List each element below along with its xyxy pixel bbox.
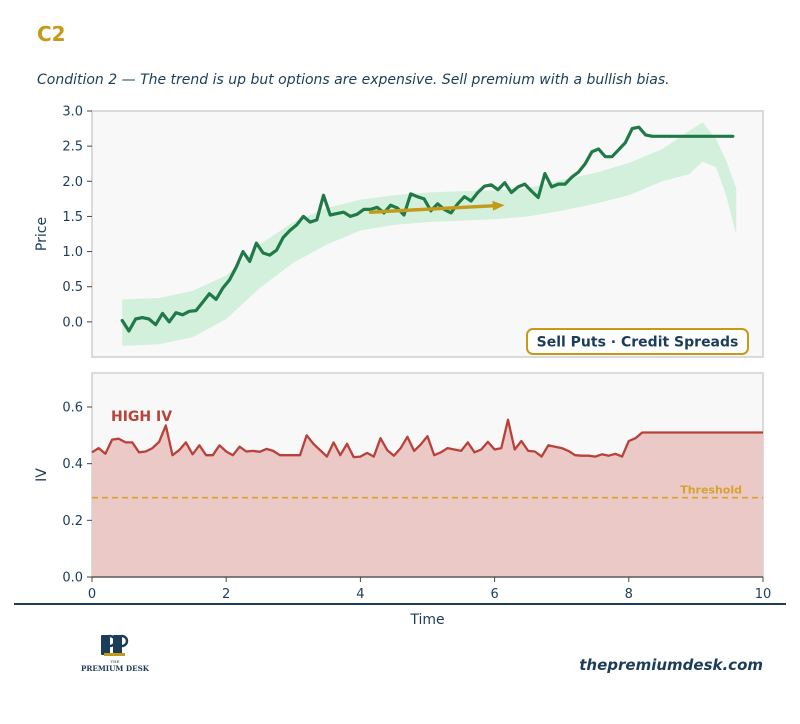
x-tick-label: 0: [88, 587, 96, 602]
threshold-label: Threshold: [680, 484, 742, 497]
x-tick-label: 8: [625, 587, 633, 602]
svg-text:PREMIUM DESK: PREMIUM DESK: [81, 664, 150, 673]
svg-text:THE: THE: [110, 659, 119, 664]
iv-y-axis-label: IV: [34, 468, 50, 482]
website-link[interactable]: thepremiumdesk.com: [579, 656, 763, 674]
price-confidence-band: [122, 122, 737, 346]
strategy-badge: [526, 328, 749, 355]
footer-divider: [14, 603, 786, 605]
price-y-tick-label: 2.0: [62, 175, 83, 190]
iv-y-tick-label: 0.2: [62, 514, 83, 529]
trend-arrow-shaft: [368, 204, 495, 214]
iv-y-tick-label: 0.4: [62, 457, 83, 472]
price-y-tick-label: 2.5: [62, 140, 83, 155]
price-y-tick-label: 1.0: [62, 245, 83, 260]
chart-code-title: C2: [37, 22, 66, 46]
x-tick-label: 6: [490, 587, 498, 602]
price-y-tick-label: 0.5: [62, 280, 83, 295]
strategy-badge-label: Sell Puts · Credit Spreads: [537, 335, 739, 351]
iv-y-tick-label: 0.0: [62, 571, 83, 586]
x-tick-label: 10: [755, 587, 772, 602]
condition-subtitle: Condition 2 — The trend is up but option…: [37, 72, 670, 88]
x-tick-label: 2: [222, 587, 230, 602]
trend-arrow-head-icon: [492, 200, 505, 211]
iv-series-line: [91, 418, 763, 459]
iv-y-tick-label: 0.6: [62, 401, 83, 416]
high-iv-annotation: HIGH IV: [111, 409, 172, 425]
price-y-tick-label: 3.0: [62, 105, 83, 120]
premium-desk-logo: THE PREMIUM DESK: [81, 634, 150, 673]
price-y-tick-label: 0.0: [62, 315, 83, 330]
price-y-axis-label: Price: [34, 217, 50, 251]
price-y-tick-label: 1.5: [62, 210, 83, 225]
logo-mark-icon: [101, 634, 129, 656]
x-axis-label: Time: [409, 612, 444, 628]
price-series-line: [120, 125, 735, 333]
x-tick-label: 4: [356, 587, 364, 602]
